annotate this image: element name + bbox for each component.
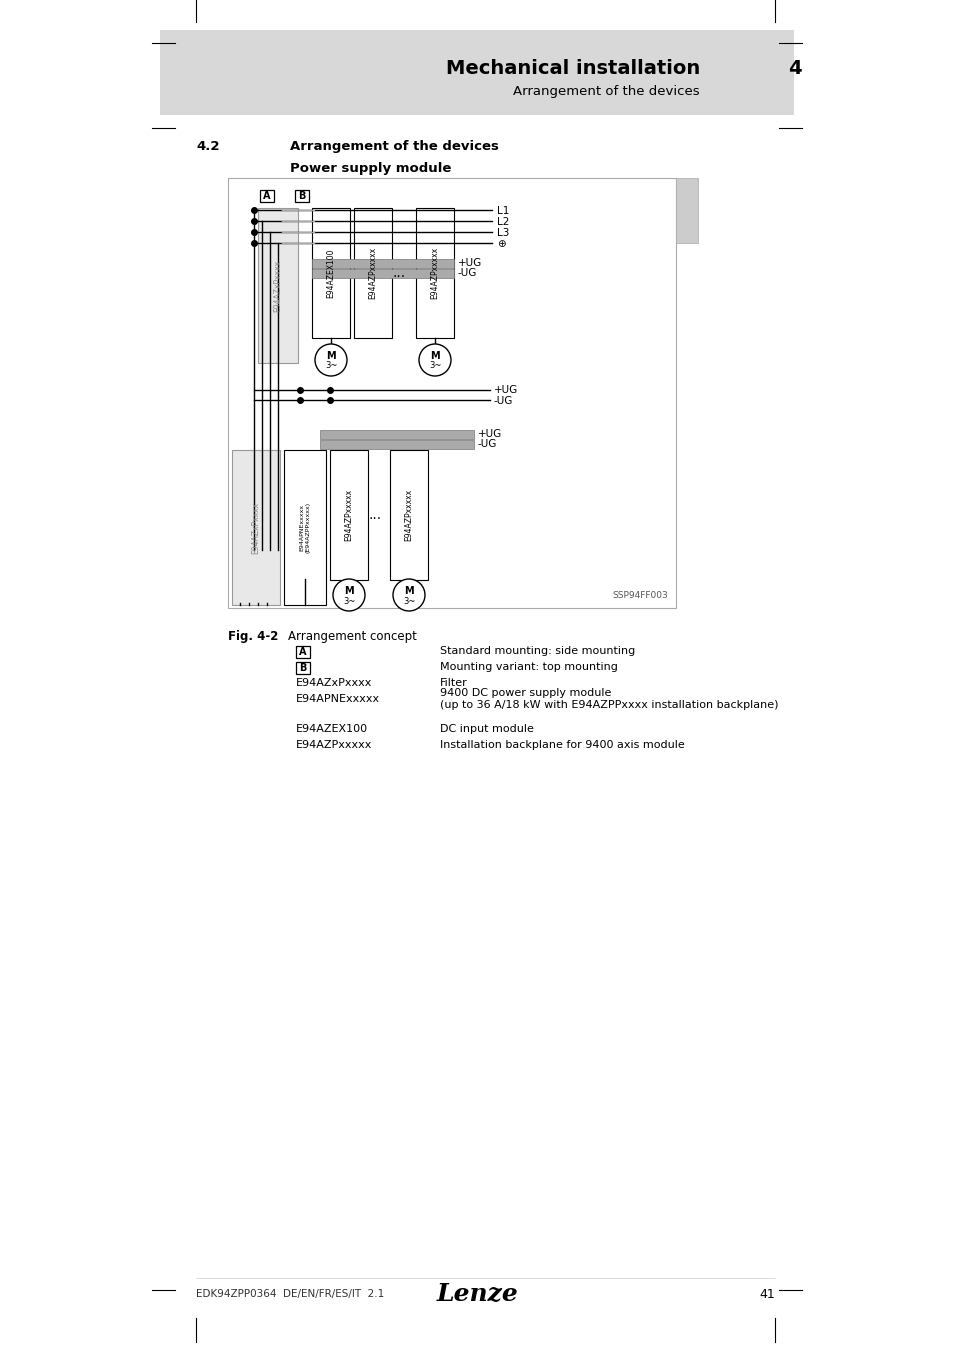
Text: Mounting variant: top mounting: Mounting variant: top mounting	[439, 662, 618, 672]
Bar	[295, 662, 310, 674]
Text: ...: ...	[392, 266, 405, 279]
Text: L2: L2	[497, 217, 509, 227]
Text: SSP94FF003: SSP94FF003	[612, 591, 667, 599]
Text: 4: 4	[787, 58, 801, 77]
Text: L3: L3	[497, 228, 509, 238]
Text: M: M	[404, 586, 414, 595]
Text: E94APNExxxxx: E94APNExxxxx	[295, 694, 379, 703]
Bar	[257, 208, 297, 363]
Text: Lenze: Lenze	[436, 1282, 517, 1305]
Text: E94AZEX100: E94AZEX100	[326, 248, 335, 298]
Text: 3~: 3~	[324, 362, 336, 370]
Bar	[319, 431, 474, 439]
Text: E94AZPxxxxx: E94AZPxxxxx	[295, 740, 372, 751]
Bar	[416, 208, 454, 338]
Text: Arrangement of the devices: Arrangement of the devices	[290, 140, 498, 153]
Text: L1: L1	[497, 207, 509, 216]
Text: Mechanical installation: Mechanical installation	[445, 58, 700, 77]
Bar	[319, 440, 474, 450]
Circle shape	[418, 344, 451, 377]
Bar	[295, 647, 310, 657]
Bar	[260, 190, 274, 202]
Text: E94AZxPxxxx: E94AZxPxxxx	[295, 678, 372, 688]
Text: E94AZPxxxxx: E94AZPxxxxx	[404, 489, 413, 541]
Text: Installation backplane for 9400 axis module: Installation backplane for 9400 axis mod…	[439, 740, 684, 751]
Text: 41: 41	[759, 1288, 774, 1300]
Text: E94AZxPxxxx: E94AZxPxxxx	[252, 501, 260, 554]
Bar	[676, 178, 698, 243]
Text: 3~: 3~	[402, 597, 415, 606]
Text: E94AZPxxxxx: E94AZPxxxxx	[368, 247, 377, 300]
Text: EDK94ZPP0364  DE/EN/FR/ES/IT  2.1: EDK94ZPP0364 DE/EN/FR/ES/IT 2.1	[195, 1289, 384, 1299]
Text: E94AZPxxxxx: E94AZPxxxxx	[344, 489, 354, 541]
Text: B: B	[299, 663, 306, 674]
Bar	[284, 450, 326, 605]
Bar	[160, 30, 793, 115]
Bar	[232, 450, 280, 605]
Text: E94AZEX100: E94AZEX100	[295, 724, 368, 734]
Text: ...: ...	[368, 508, 381, 522]
Bar	[390, 450, 428, 580]
Text: -UG: -UG	[477, 439, 497, 450]
Bar	[354, 208, 392, 338]
Bar	[294, 190, 309, 202]
Text: +UG: +UG	[477, 429, 501, 439]
Text: ⊕: ⊕	[497, 239, 505, 248]
Text: 9400 DC power supply module
(up to 36 A/18 kW with E94AZPPxxxx installation back: 9400 DC power supply module (up to 36 A/…	[439, 687, 778, 710]
Text: B: B	[298, 190, 305, 201]
Text: Fig. 4-2: Fig. 4-2	[228, 630, 278, 643]
Circle shape	[333, 579, 365, 612]
Text: 3~: 3~	[428, 362, 440, 370]
Text: -UG: -UG	[457, 269, 476, 278]
Text: -UG: -UG	[494, 396, 513, 406]
Text: M: M	[344, 586, 354, 595]
Text: 4.2: 4.2	[195, 140, 219, 153]
Text: E94APNExxxxx
(E94AZPPxxxxx): E94APNExxxxx (E94AZPPxxxxx)	[299, 502, 311, 554]
Bar	[312, 208, 350, 338]
Text: +UG: +UG	[494, 385, 517, 396]
Text: Arrangement of the devices: Arrangement of the devices	[513, 85, 700, 99]
Text: Arrangement concept: Arrangement concept	[288, 630, 416, 643]
Text: DC input module: DC input module	[439, 724, 534, 734]
Text: A: A	[263, 190, 271, 201]
Circle shape	[314, 344, 347, 377]
Text: Filter: Filter	[439, 678, 467, 688]
Bar	[330, 450, 368, 580]
Text: E94AZxPxxxx: E94AZxPxxxx	[274, 259, 282, 312]
Text: A: A	[299, 647, 307, 657]
Text: Standard mounting: side mounting: Standard mounting: side mounting	[439, 647, 635, 656]
Text: Power supply module: Power supply module	[290, 162, 451, 176]
Bar	[228, 178, 676, 608]
Text: 3~: 3~	[342, 597, 355, 606]
Text: E94AZPxxxxx: E94AZPxxxxx	[430, 247, 439, 300]
Circle shape	[393, 579, 424, 612]
Text: M: M	[326, 351, 335, 360]
Text: +UG: +UG	[457, 258, 482, 269]
Bar	[312, 269, 454, 278]
Text: M: M	[430, 351, 439, 360]
Bar	[312, 259, 454, 269]
